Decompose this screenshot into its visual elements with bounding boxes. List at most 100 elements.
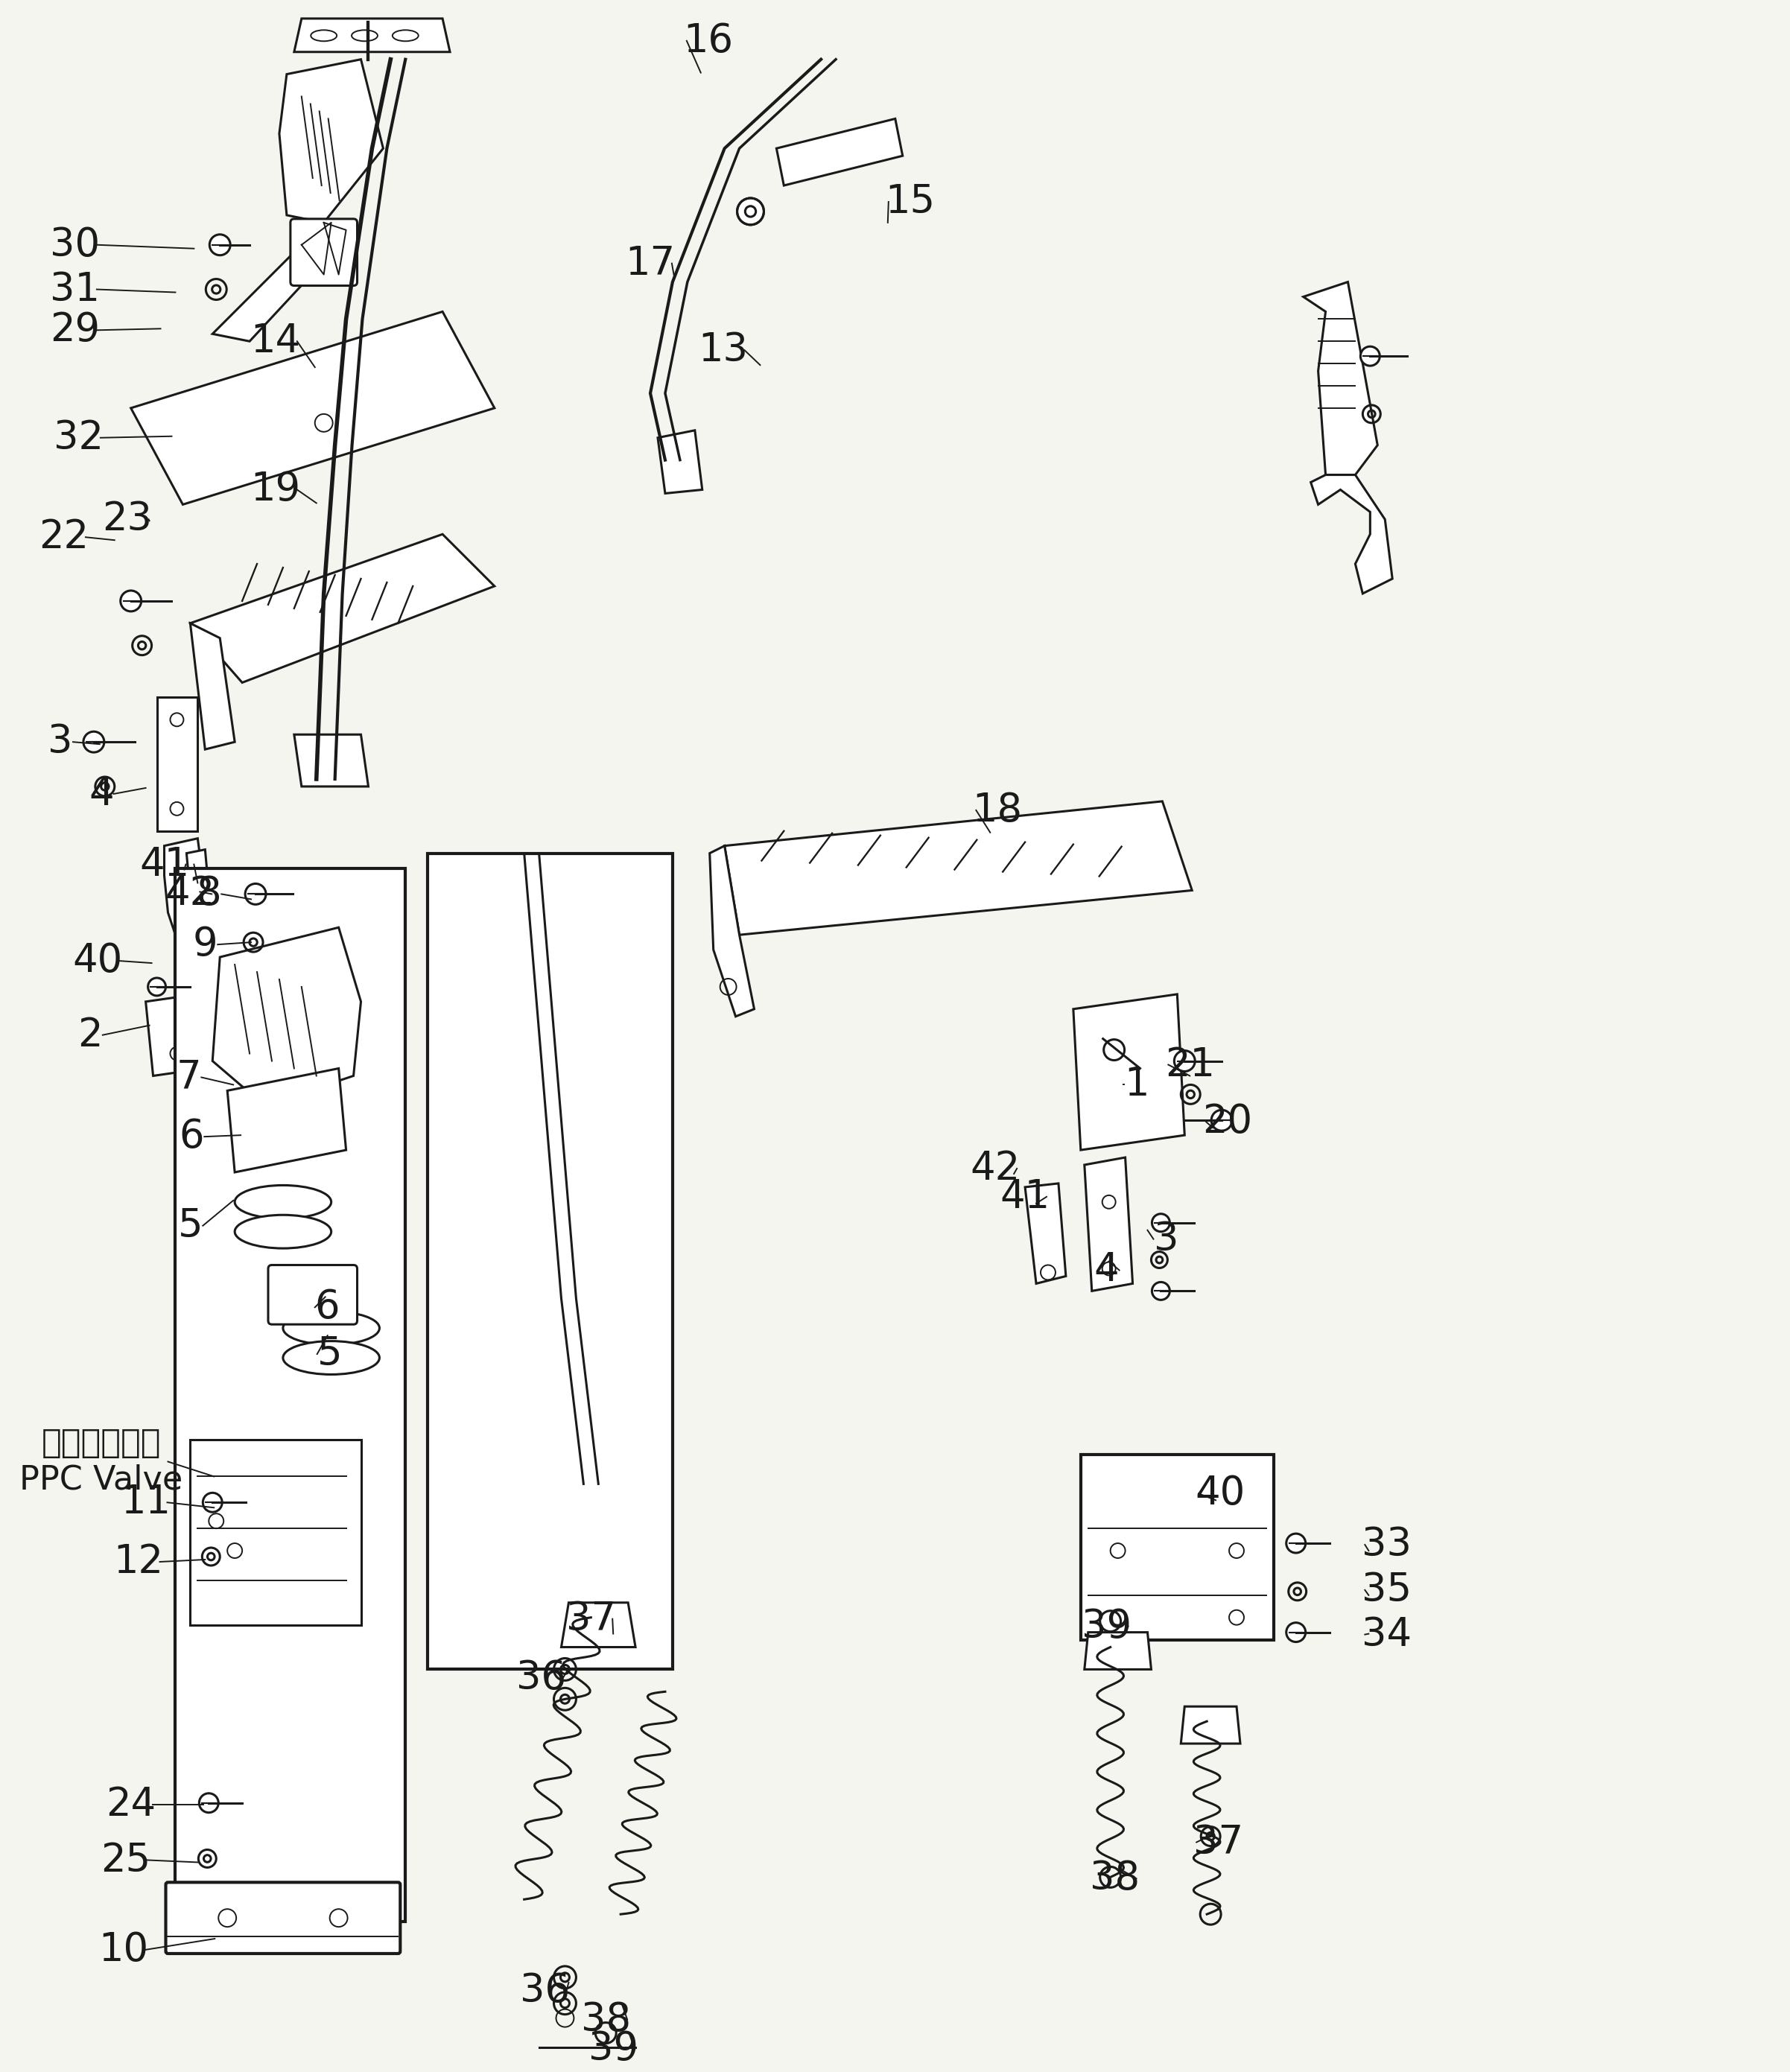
Polygon shape bbox=[1310, 474, 1393, 593]
Polygon shape bbox=[709, 845, 754, 1017]
Text: 41: 41 bbox=[1001, 1177, 1051, 1216]
Text: 36: 36 bbox=[519, 1970, 569, 2010]
Ellipse shape bbox=[311, 31, 337, 41]
Circle shape bbox=[1287, 1533, 1305, 1552]
Polygon shape bbox=[190, 624, 234, 750]
Text: ＰＰＣバルブ: ＰＰＣバルブ bbox=[41, 1428, 161, 1459]
Polygon shape bbox=[1181, 1707, 1240, 1743]
Bar bbox=[175, 868, 405, 1921]
Text: 13: 13 bbox=[698, 332, 748, 369]
Polygon shape bbox=[657, 431, 702, 493]
Text: 5: 5 bbox=[177, 1206, 202, 1245]
Text: 15: 15 bbox=[884, 182, 934, 222]
Text: 41: 41 bbox=[140, 845, 190, 885]
Circle shape bbox=[84, 731, 104, 752]
Circle shape bbox=[227, 1544, 242, 1558]
Text: 30: 30 bbox=[50, 226, 100, 265]
Text: 17: 17 bbox=[625, 244, 675, 282]
Text: 2: 2 bbox=[77, 1015, 102, 1055]
Text: 24: 24 bbox=[106, 1786, 156, 1823]
Text: 6: 6 bbox=[315, 1289, 340, 1326]
Polygon shape bbox=[213, 928, 362, 1106]
Text: 12: 12 bbox=[113, 1542, 163, 1581]
Text: 4: 4 bbox=[90, 775, 115, 812]
Text: 16: 16 bbox=[684, 21, 734, 60]
Text: 10: 10 bbox=[98, 1931, 149, 1968]
Polygon shape bbox=[131, 311, 494, 503]
Circle shape bbox=[1360, 346, 1380, 367]
Text: 39: 39 bbox=[1081, 1608, 1131, 1645]
Polygon shape bbox=[294, 19, 449, 52]
Text: 20: 20 bbox=[1203, 1102, 1253, 1142]
FancyBboxPatch shape bbox=[158, 698, 197, 831]
Polygon shape bbox=[227, 1069, 345, 1173]
Text: 11: 11 bbox=[120, 1484, 170, 1521]
Text: 1: 1 bbox=[1124, 1065, 1149, 1104]
Circle shape bbox=[1104, 1040, 1124, 1061]
Bar bbox=[428, 854, 673, 1670]
Text: 21: 21 bbox=[1165, 1046, 1215, 1084]
Text: 23: 23 bbox=[102, 499, 152, 539]
Text: 3: 3 bbox=[1153, 1220, 1178, 1258]
Circle shape bbox=[245, 883, 267, 905]
Text: 38: 38 bbox=[580, 1999, 630, 2039]
Text: 22: 22 bbox=[39, 518, 90, 557]
Ellipse shape bbox=[234, 1214, 331, 1247]
Circle shape bbox=[199, 1792, 218, 1813]
FancyBboxPatch shape bbox=[166, 1881, 401, 1954]
Text: 40: 40 bbox=[72, 941, 122, 980]
Polygon shape bbox=[777, 118, 902, 186]
Text: 19: 19 bbox=[251, 470, 301, 510]
Text: 4: 4 bbox=[1094, 1251, 1119, 1289]
Polygon shape bbox=[562, 1602, 635, 1647]
Circle shape bbox=[209, 234, 231, 255]
Text: 14: 14 bbox=[251, 321, 301, 361]
Circle shape bbox=[202, 1492, 222, 1513]
Text: 9: 9 bbox=[193, 924, 218, 963]
Text: 29: 29 bbox=[50, 311, 100, 350]
Text: 18: 18 bbox=[972, 792, 1022, 829]
Ellipse shape bbox=[234, 1185, 331, 1218]
Polygon shape bbox=[294, 736, 369, 787]
FancyBboxPatch shape bbox=[190, 1440, 362, 1624]
Ellipse shape bbox=[351, 31, 378, 41]
Circle shape bbox=[149, 978, 166, 997]
Circle shape bbox=[1153, 1283, 1169, 1299]
Text: 5: 5 bbox=[317, 1334, 342, 1374]
Text: 8: 8 bbox=[197, 874, 222, 914]
Text: 7: 7 bbox=[175, 1059, 200, 1096]
Ellipse shape bbox=[283, 1312, 379, 1345]
Text: 38: 38 bbox=[1090, 1859, 1140, 1898]
Circle shape bbox=[209, 1513, 224, 1529]
Circle shape bbox=[1287, 1622, 1305, 1641]
Text: 34: 34 bbox=[1362, 1616, 1412, 1653]
Polygon shape bbox=[1074, 995, 1185, 1150]
Circle shape bbox=[315, 414, 333, 431]
Polygon shape bbox=[165, 839, 213, 957]
Text: 42: 42 bbox=[165, 874, 215, 914]
Circle shape bbox=[1212, 1111, 1232, 1131]
Text: 6: 6 bbox=[179, 1117, 204, 1156]
Text: 37: 37 bbox=[1192, 1823, 1242, 1861]
Polygon shape bbox=[145, 995, 206, 1075]
Text: 3: 3 bbox=[48, 723, 73, 760]
Circle shape bbox=[120, 591, 141, 611]
Text: 32: 32 bbox=[54, 419, 104, 458]
Polygon shape bbox=[186, 850, 209, 893]
Text: 25: 25 bbox=[100, 1840, 150, 1879]
Polygon shape bbox=[190, 535, 494, 682]
Polygon shape bbox=[1026, 1183, 1065, 1283]
Text: 39: 39 bbox=[589, 2031, 639, 2068]
FancyBboxPatch shape bbox=[290, 220, 358, 286]
Text: 42: 42 bbox=[970, 1150, 1020, 1187]
Circle shape bbox=[1153, 1214, 1169, 1231]
Text: 31: 31 bbox=[50, 269, 100, 309]
Polygon shape bbox=[1085, 1633, 1151, 1670]
Polygon shape bbox=[279, 60, 383, 222]
Text: 40: 40 bbox=[1196, 1473, 1246, 1513]
Text: 33: 33 bbox=[1362, 1525, 1411, 1564]
Text: 35: 35 bbox=[1362, 1571, 1412, 1610]
Text: 36: 36 bbox=[516, 1660, 566, 1697]
Polygon shape bbox=[1303, 282, 1378, 474]
Ellipse shape bbox=[392, 31, 419, 41]
